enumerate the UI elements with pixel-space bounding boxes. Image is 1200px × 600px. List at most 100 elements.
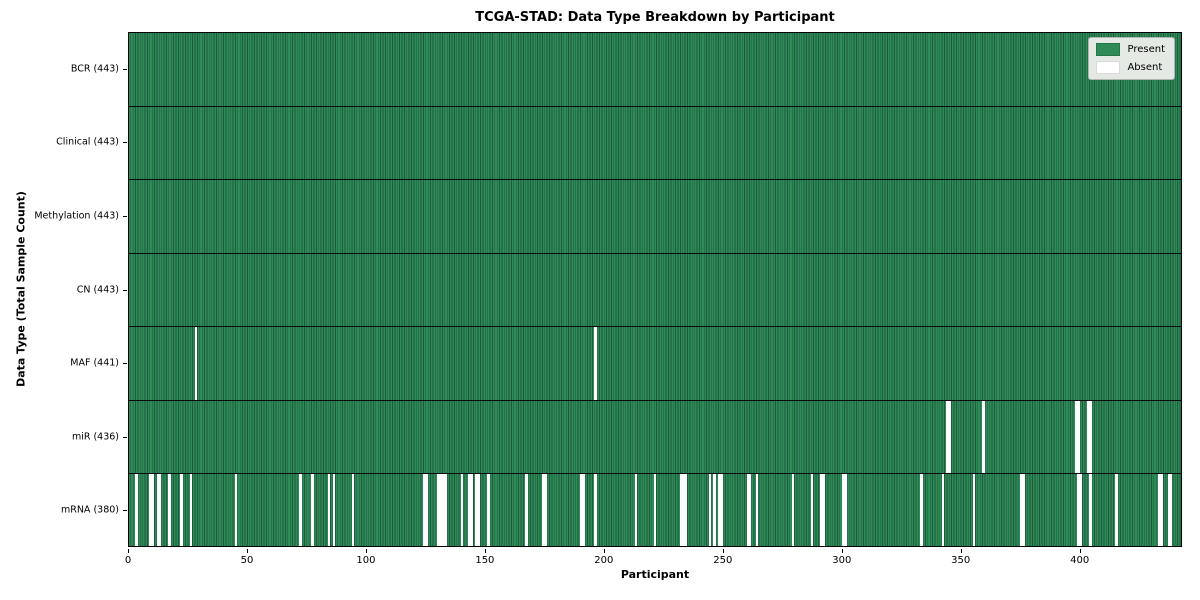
absent-cell (437, 474, 440, 548)
absent-cell (718, 474, 721, 548)
absent-cell (149, 474, 152, 548)
absent-cell (1167, 474, 1171, 548)
absent-cell (748, 474, 752, 548)
y-tick-mark (123, 436, 127, 438)
absent-cell (920, 474, 923, 548)
y-tick-mark (123, 215, 127, 217)
x-tick-mark (246, 548, 248, 553)
absent-cell (972, 474, 975, 548)
absent-cell (844, 474, 847, 548)
absent-cell (791, 474, 795, 548)
absent-cell (594, 474, 597, 548)
absent-cell (756, 474, 759, 548)
x-tick-mark (484, 548, 486, 553)
absent-cell (1022, 474, 1025, 548)
absent-cell (477, 474, 481, 548)
absent-cell (594, 327, 597, 401)
y-tick-label-maf: MAF (441) (70, 357, 119, 369)
absent-cell (713, 474, 716, 548)
absent-cell (1077, 400, 1080, 475)
x-tick-mark (960, 548, 962, 553)
x-tick-label: 200 (594, 555, 614, 566)
chart-title: TCGA-STAD: Data Type Breakdown by Partic… (475, 10, 835, 25)
y-tick-label-mrna: mRNA (380) (60, 504, 119, 516)
absent-cell (946, 400, 949, 475)
absent-cell (468, 474, 471, 548)
absent-cell (189, 474, 193, 548)
legend: Present Absent (1088, 37, 1175, 80)
absent-cell (941, 474, 945, 548)
absent-cell (720, 474, 723, 548)
absent-cell (151, 474, 155, 548)
absent-cell (156, 474, 159, 548)
absent-cell (679, 474, 683, 548)
y-tick-label-bcr: BCR (443) (70, 63, 119, 75)
legend-swatch-icon (1096, 61, 1121, 74)
heatmap-row-clinical (128, 105, 1182, 181)
x-tick-label: 100 (356, 555, 376, 566)
x-tick-mark (841, 548, 843, 553)
absent-cell (439, 474, 443, 548)
absent-cell (544, 474, 547, 548)
legend-entry-present: Present (1096, 43, 1165, 56)
absent-cell (810, 474, 814, 548)
x-tick-label: 150 (475, 555, 495, 566)
absent-cell (425, 474, 428, 548)
absent-cell (1089, 400, 1092, 475)
x-tick-label: 300 (832, 555, 852, 566)
absent-cell (332, 474, 335, 548)
x-tick-mark (128, 548, 129, 553)
x-tick-label: 400 (1070, 555, 1090, 566)
absent-cell (1089, 474, 1092, 548)
absent-cell (708, 474, 711, 548)
heatmap-row-bcr (128, 32, 1182, 106)
absent-cell (235, 474, 238, 548)
absent-cell (1074, 400, 1078, 475)
legend-swatch-icon (1096, 43, 1121, 56)
absent-cell (168, 474, 171, 548)
absent-cell (1086, 400, 1090, 475)
heatmap-row-methylation (128, 179, 1182, 254)
legend-entry-absent: Absent (1096, 61, 1165, 74)
absent-cell (311, 474, 314, 548)
absent-cell (634, 474, 638, 548)
y-tick-label-methylation: Methylation (443) (34, 210, 119, 222)
absent-cell (746, 474, 749, 548)
x-tick-mark (603, 548, 605, 553)
x-axis-label: Participant (620, 568, 690, 581)
y-axis-label: Data Type (Total Sample Count) (14, 191, 28, 387)
x-tick-mark (1079, 548, 1081, 553)
absent-cell (299, 474, 302, 548)
x-tick-label: 0 (124, 555, 132, 566)
heatmap-row-cn (128, 252, 1182, 328)
absent-cell (442, 474, 445, 548)
absent-cell (351, 474, 355, 548)
absent-cell (158, 474, 162, 548)
absent-cell (525, 474, 528, 548)
absent-cell (1079, 474, 1083, 548)
x-tick-label: 50 (240, 555, 254, 566)
x-tick-mark (365, 548, 367, 553)
absent-cell (820, 474, 823, 548)
heatmap-row-mrna (128, 473, 1182, 548)
absent-cell (194, 327, 197, 401)
absent-cell (487, 474, 490, 548)
absent-cell (582, 474, 585, 548)
y-tick-mark (123, 510, 127, 512)
absent-cell (1020, 474, 1023, 548)
absent-cell (327, 474, 331, 548)
absent-cell (684, 474, 688, 548)
plot-area: Present Absent BCR (443) Clinical (443) Met… (34, 32, 1182, 566)
y-tick-label-clinical: Clinical (443) (56, 136, 119, 148)
absent-cell (475, 474, 478, 548)
absent-cell (1160, 474, 1163, 548)
y-tick-mark (123, 142, 127, 144)
absent-cell (1158, 474, 1161, 548)
absent-cell (1170, 474, 1173, 548)
absent-cell (423, 474, 426, 548)
absent-cell (580, 474, 583, 548)
y-tick-mark (123, 363, 127, 365)
absent-cell (841, 474, 845, 548)
x-tick-label: 250 (713, 555, 733, 566)
